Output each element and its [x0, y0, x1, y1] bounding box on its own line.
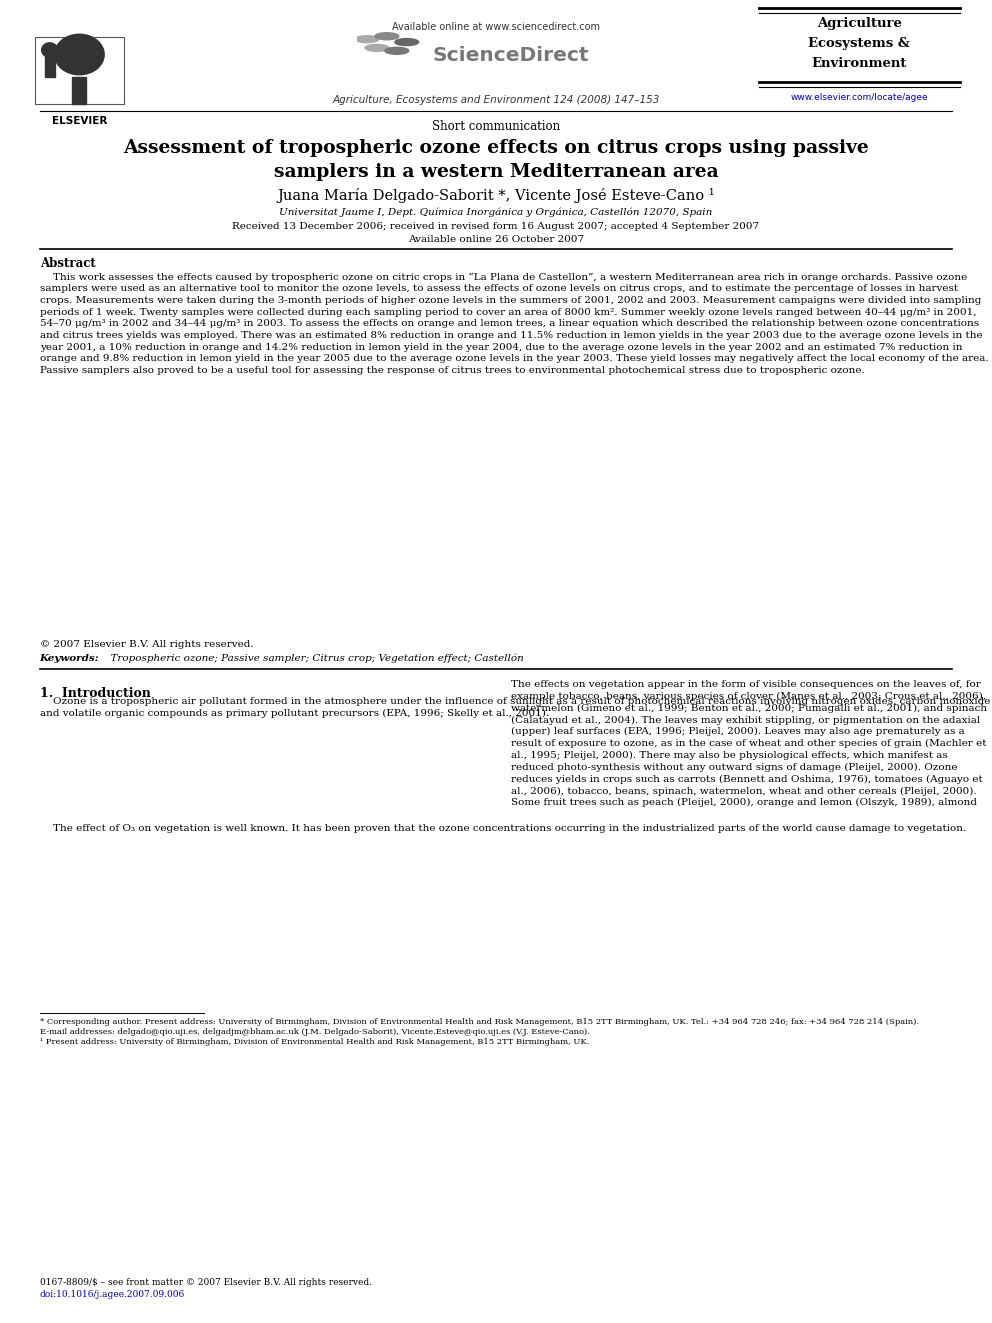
Bar: [35, 37, 124, 105]
Text: * Corresponding author. Present address: University of Birmingham, Division of E: * Corresponding author. Present address:…: [40, 1019, 919, 1046]
Text: Assessment of tropospheric ozone effects on citrus crops using passive: Assessment of tropospheric ozone effects…: [123, 139, 869, 157]
Text: Abstract: Abstract: [40, 257, 95, 270]
Text: Ozone is a tropospheric air pollutant formed in the atmosphere under the influen: Ozone is a tropospheric air pollutant fo…: [40, 697, 990, 718]
Circle shape: [42, 42, 58, 57]
Text: ELSEVIER: ELSEVIER: [52, 116, 107, 127]
Text: The effect of O₃ on vegetation is well known. It has been proven that the ozone : The effect of O₃ on vegetation is well k…: [40, 824, 966, 833]
Text: ScienceDirect: ScienceDirect: [433, 46, 589, 65]
Circle shape: [375, 33, 399, 40]
Circle shape: [385, 48, 409, 54]
Ellipse shape: [55, 34, 104, 74]
Text: Tropospheric ozone; Passive sampler; Citrus crop; Vegetation effect; Castellón: Tropospheric ozone; Passive sampler; Cit…: [104, 654, 524, 663]
Text: The effects on vegetation appear in the form of visible consequences on the leav: The effects on vegetation appear in the …: [511, 680, 987, 807]
Text: Received 13 December 2006; received in revised form 16 August 2007; accepted 4 S: Received 13 December 2006; received in r…: [232, 222, 760, 232]
Circle shape: [395, 38, 419, 45]
Text: Agriculture, Ecosystems and Environment 124 (2008) 147–153: Agriculture, Ecosystems and Environment …: [332, 95, 660, 106]
Bar: [72, 77, 86, 105]
Text: Environment: Environment: [811, 57, 907, 70]
Text: © 2007 Elsevier B.V. All rights reserved.: © 2007 Elsevier B.V. All rights reserved…: [40, 640, 253, 650]
Text: This work assesses the effects caused by tropospheric ozone on citric crops in “: This work assesses the effects caused by…: [40, 273, 988, 374]
Text: www.elsevier.com/locate/agee: www.elsevier.com/locate/agee: [791, 93, 928, 102]
Text: Keywords:: Keywords:: [40, 654, 99, 663]
Text: Available online 26 October 2007: Available online 26 October 2007: [408, 235, 584, 245]
Text: Available online at www.sciencedirect.com: Available online at www.sciencedirect.co…: [392, 22, 600, 33]
Text: Juana María Delgado-Saborit *, Vicente José Esteve-Cano ¹: Juana María Delgado-Saborit *, Vicente J…: [277, 188, 715, 202]
Text: Short communication: Short communication: [432, 120, 560, 134]
Text: 0167-8809/$ – see front matter © 2007 Elsevier B.V. All rights reserved.: 0167-8809/$ – see front matter © 2007 El…: [40, 1278, 372, 1287]
Text: Universitat Jaume I, Dept. Química Inorgánica y Orgánica, Castellón 12070, Spain: Universitat Jaume I, Dept. Química Inorg…: [280, 208, 712, 217]
Bar: [45, 54, 55, 77]
Text: 1.  Introduction: 1. Introduction: [40, 687, 151, 700]
Text: Ecosystems &: Ecosystems &: [808, 37, 910, 50]
Circle shape: [355, 36, 379, 42]
Text: Agriculture: Agriculture: [816, 17, 902, 30]
Circle shape: [365, 45, 389, 52]
Text: samplers in a western Mediterranean area: samplers in a western Mediterranean area: [274, 163, 718, 181]
Text: doi:10.1016/j.agee.2007.09.006: doi:10.1016/j.agee.2007.09.006: [40, 1290, 185, 1299]
